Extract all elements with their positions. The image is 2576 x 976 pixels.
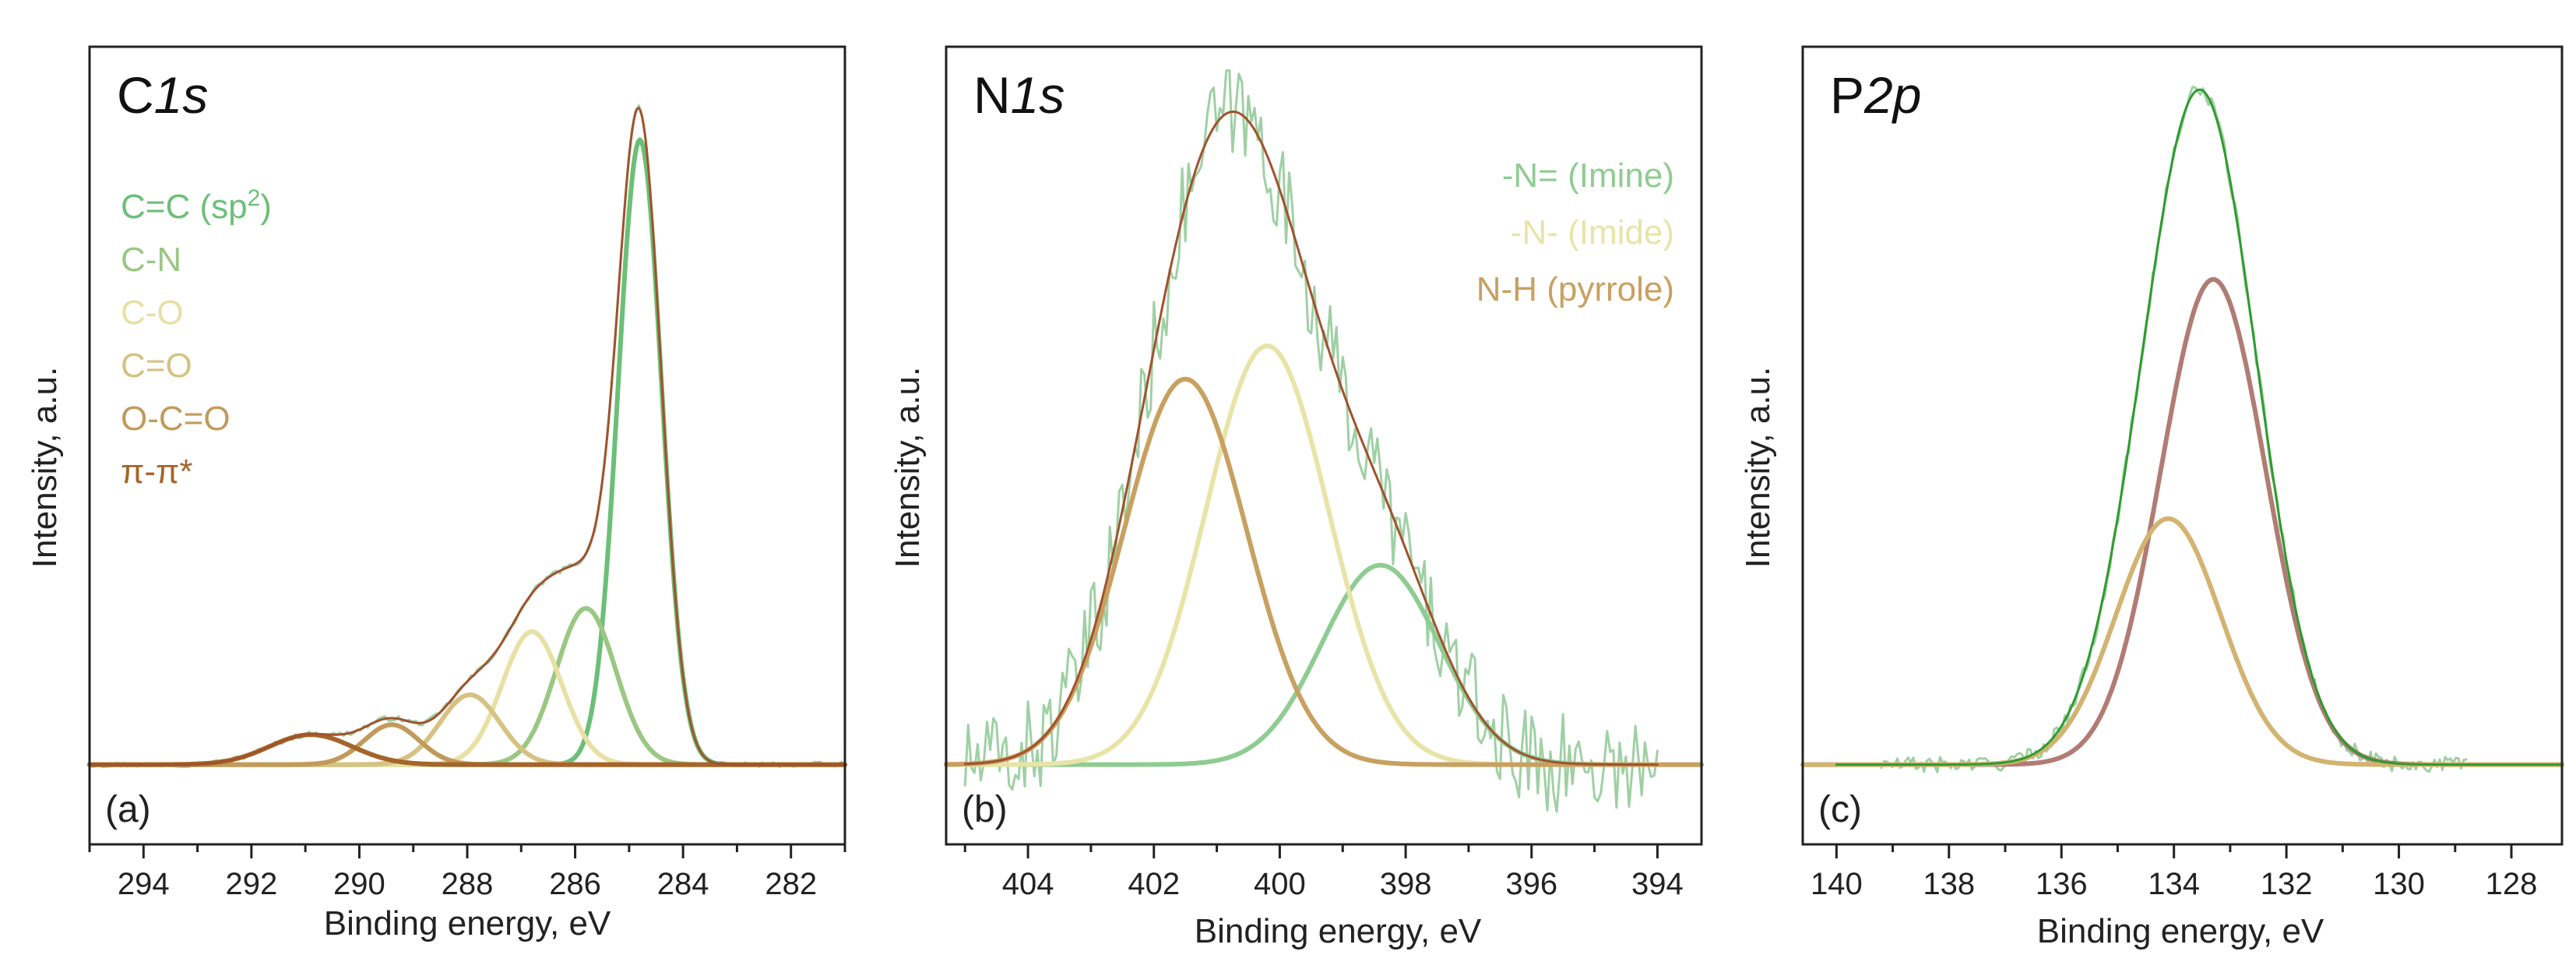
panel-title: P2p <box>1830 66 1921 124</box>
legend-entry-pyrrole: N-H (pyrrole) <box>1476 270 1674 308</box>
panel-a: Intensity, a.u. 294 292 290 288 286 284 282 C1… <box>26 45 847 943</box>
y-axis-title: Intensity, a.u. <box>889 367 927 568</box>
x-tick-label: 128 <box>2486 867 2538 901</box>
plot-area: 140 138 136 134 132 130 128 P2p (c) <box>1800 45 2564 901</box>
legend-entry-imine: -N= (Imine) <box>1502 157 1674 195</box>
raw-data-line <box>963 69 1659 813</box>
panel-title: C1s <box>117 66 208 124</box>
panel-b: Intensity, a.u. 404 402 400 398 396 394 N1s (… <box>889 45 1704 950</box>
legend-label: C=C (sp <box>121 188 248 226</box>
x-ticks-group: 294 292 290 288 286 284 282 <box>88 844 846 901</box>
panel-letter: (b) <box>962 789 1008 830</box>
y-axis-title: Intensity, a.u. <box>26 367 64 568</box>
plot-frame <box>88 45 846 846</box>
x-ticks-group: 404 402 400 398 396 394 <box>963 844 1684 901</box>
panel-title-orbital: 1s <box>1011 66 1065 124</box>
x-tick-label: 140 <box>1811 867 1863 901</box>
legend-sup: 2 <box>248 185 261 211</box>
panel-title: N1s <box>973 66 1065 124</box>
panel-c: Intensity, a.u. 140 138 136 134 132 130 128 P2… <box>1739 45 2564 950</box>
x-tick-label: 132 <box>2261 867 2313 901</box>
component-curve-p-2p3-2 <box>1800 277 2564 767</box>
curves-group <box>87 104 847 769</box>
panel-title-element: N <box>973 66 1011 124</box>
plot-frame <box>945 45 1703 846</box>
x-axis-title: Binding energy, eV <box>324 904 611 943</box>
legend-entry-c-sp2: C=C (sp2) <box>121 185 272 226</box>
x-ticks-group: 140 138 136 134 132 130 128 <box>1811 844 2537 901</box>
legend: -N= (Imine) -N- (Imide) N-H (pyrrole) <box>1476 157 1674 308</box>
plot-area: 294 292 290 288 286 284 282 C1s (a) C=C (sp2) … <box>87 45 847 901</box>
legend-entry-pi-pi: π-π* <box>121 453 193 491</box>
panel-title-orbital: 2p <box>1863 66 1921 124</box>
x-tick-label: 398 <box>1380 867 1432 901</box>
component-curve-c-o <box>87 629 847 767</box>
x-tick-label: 404 <box>1002 867 1054 901</box>
curves-group <box>1800 86 2564 773</box>
x-tick-label: 282 <box>765 867 817 901</box>
legend-entry-imide: -N- (Imide) <box>1511 213 1674 252</box>
x-tick-label: 136 <box>2036 867 2088 901</box>
component-curve-c-c-sp2 <box>87 137 847 767</box>
x-tick-label: 400 <box>1254 867 1306 901</box>
panel-letter: (c) <box>1818 789 1862 830</box>
panel-title-element: C <box>117 66 154 124</box>
raw-data-line <box>1880 86 2468 773</box>
legend-entry-o-c-o: O-C=O <box>121 400 231 438</box>
x-tick-label: 396 <box>1505 867 1557 901</box>
panel-title-orbital: 1s <box>154 66 209 124</box>
x-tick-label: 130 <box>2373 867 2425 901</box>
legend-entry-c-eq-o: C=O <box>121 347 192 385</box>
x-tick-label: 286 <box>549 867 601 901</box>
x-tick-label: 288 <box>442 867 494 901</box>
plot-frame <box>1801 45 2564 846</box>
x-tick-label: 402 <box>1128 867 1180 901</box>
curves-group <box>944 69 1704 813</box>
envelope-line <box>963 110 1659 766</box>
x-tick-label: 292 <box>225 867 277 901</box>
x-tick-label: 394 <box>1631 867 1684 901</box>
envelope-line <box>88 107 846 766</box>
legend-entry-c-n: C-N <box>121 241 181 279</box>
y-axis-title: Intensity, a.u. <box>1739 367 1777 568</box>
x-tick-label: 138 <box>1923 867 1975 901</box>
x-tick-label: 290 <box>333 867 385 901</box>
envelope-line <box>1835 88 2564 766</box>
x-axis-title: Binding energy, eV <box>1195 912 1482 950</box>
x-tick-label: 284 <box>657 867 709 901</box>
x-tick-label: 134 <box>2148 867 2200 901</box>
legend: C=C (sp2) C-N C-O C=O O-C=O π-π* <box>121 185 272 491</box>
component-curve-c-n <box>87 606 847 767</box>
panel-letter: (a) <box>105 789 151 830</box>
plot-area: 404 402 400 398 396 394 N1s (b) -N= (Imine) -… <box>944 45 1704 901</box>
component-curve-p-2p1-2 <box>1800 516 2564 767</box>
panel-title-element: P <box>1830 66 1864 124</box>
legend-suffix: ) <box>260 188 272 226</box>
x-tick-label: 294 <box>118 867 170 901</box>
legend-entry-c-o: C-O <box>121 294 184 332</box>
component-curve-o-c-o <box>87 722 847 767</box>
x-axis-title: Binding energy, eV <box>2037 912 2324 950</box>
